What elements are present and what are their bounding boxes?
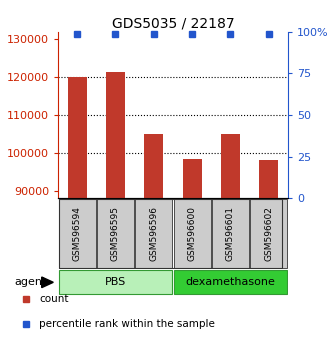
Text: GSM596602: GSM596602 [264, 206, 273, 261]
Text: PBS: PBS [105, 277, 126, 287]
Bar [173, 270, 287, 294]
Bar [144, 134, 164, 198]
Text: GSM596594: GSM596594 [72, 206, 82, 261]
Bar [106, 72, 125, 198]
Text: GSM596600: GSM596600 [188, 206, 197, 261]
Bar [59, 199, 96, 268]
Bar [97, 199, 134, 268]
Text: agent: agent [15, 277, 47, 287]
Bar [135, 199, 172, 268]
Text: percentile rank within the sample: percentile rank within the sample [39, 319, 215, 329]
Bar [59, 270, 172, 294]
Text: dexamethasone: dexamethasone [185, 277, 275, 287]
Bar [182, 159, 202, 198]
Bar [221, 134, 240, 198]
Text: GSM596595: GSM596595 [111, 206, 120, 261]
Text: count: count [39, 294, 69, 304]
Text: GSM596601: GSM596601 [226, 206, 235, 261]
Bar [212, 199, 249, 268]
Bar [250, 199, 287, 268]
Bar [173, 199, 211, 268]
Text: GSM596596: GSM596596 [149, 206, 158, 261]
Bar [68, 77, 87, 198]
Polygon shape [42, 277, 53, 287]
Title: GDS5035 / 22187: GDS5035 / 22187 [112, 17, 234, 31]
Bar [259, 160, 278, 198]
